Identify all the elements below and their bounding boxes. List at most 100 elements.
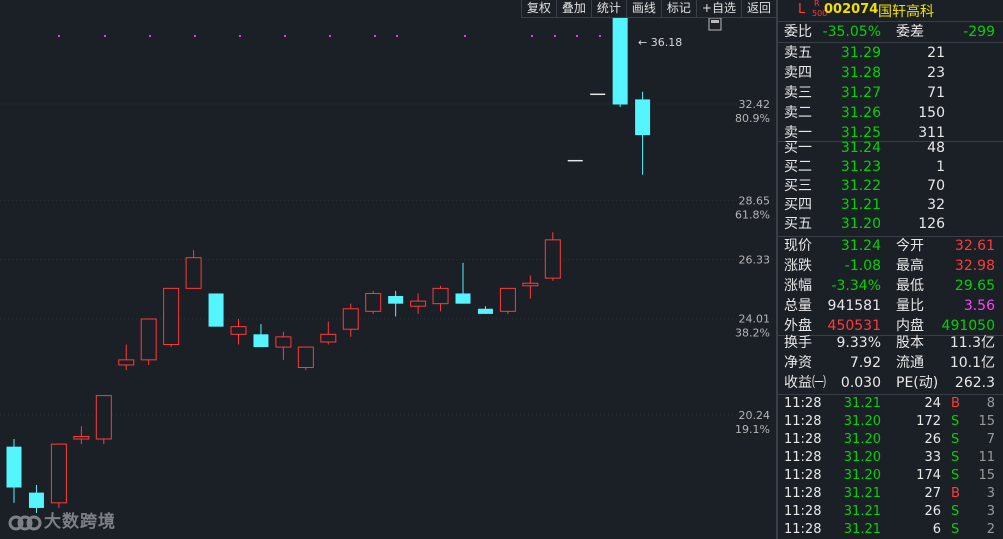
bid-volume: 32	[927, 197, 945, 213]
bid-level-label: 买五	[784, 216, 812, 232]
bid-row: 买五 31.20 126	[778, 214, 1003, 234]
stat-row: 现价 31.24 今开 32.61	[778, 236, 1003, 256]
watermark-logo-icon	[8, 515, 42, 531]
ask-price: 31.28	[840, 65, 881, 81]
tick-volume: 26	[924, 504, 941, 519]
kline-chart-panel[interactable]: 32.42 80.9% 28.65 61.8% 26.33 24.01 38.2% 20.24…	[0, 0, 776, 539]
percent-axis-label: 61.8%	[735, 208, 770, 221]
candle-body-up	[275, 336, 292, 348]
candle-body-down	[6, 446, 22, 488]
ask-price: 31.25	[840, 125, 881, 141]
signal-dot	[374, 35, 376, 37]
tick-side: S	[951, 468, 960, 483]
percent-axis-label: 19.1%	[735, 423, 770, 436]
watermark-text: 大数跨境	[44, 512, 116, 532]
bid-price: 31.24	[840, 140, 881, 156]
percent-axis-label: 38.2%	[735, 327, 770, 340]
weicha-value: -299	[963, 24, 995, 40]
toolbar-draw-line-button[interactable]: 画线	[625, 0, 661, 17]
signal-dot	[194, 35, 196, 37]
toolbar-fuquan-button[interactable]: 复权	[520, 0, 556, 17]
tick-volume: 24	[924, 396, 941, 411]
stat-label: 涨幅	[784, 278, 812, 294]
bid-volume: 1	[936, 159, 945, 175]
tick-price: 31.20	[843, 468, 881, 483]
stat-value-2: 491050	[941, 318, 995, 334]
stock-header[interactable]: L R 500 002074 国轩高科	[778, 0, 1003, 21]
toolbar-overlay-button[interactable]: 叠加	[555, 0, 591, 17]
tick-volume: 27	[924, 486, 941, 501]
fund-value-2: 10.1亿	[949, 355, 995, 371]
fund-label-2: 股本	[896, 335, 924, 351]
tick-count: 7	[986, 432, 995, 447]
tick-side: B	[951, 486, 960, 501]
tick-volume: 172	[916, 414, 941, 429]
fund-value: 9.33%	[836, 335, 881, 351]
stat-label-2: 最高	[896, 258, 924, 274]
stat-value: 31.24	[840, 238, 881, 254]
stat-row: 总量 941581 量比 3.56	[778, 296, 1003, 316]
tick-count: 11	[978, 450, 995, 465]
candle-body-up	[320, 333, 337, 343]
toolbar-stats-button[interactable]: 统计	[590, 0, 626, 17]
ask-row: 卖五 31.29 21	[778, 43, 1003, 63]
candle-body-up	[118, 359, 135, 366]
window-icon-bar	[711, 20, 719, 23]
chart-toolbar: 复权 叠加 统计 画线 标记 +自选 返回	[520, 0, 776, 18]
stat-row: 涨幅 -3.34% 最低 29.65	[778, 276, 1003, 296]
price-axis-label: 32.42	[739, 98, 771, 111]
price-axis-label: 20.24	[739, 409, 771, 422]
tick-volume: 26	[924, 432, 941, 447]
tick-price: 31.21	[843, 486, 881, 501]
stat-label: 涨跌	[784, 258, 812, 274]
panel-divider	[776, 0, 778, 539]
stock-name: 国轩高科	[878, 4, 934, 20]
ask-row: 卖四 31.28 23	[778, 63, 1003, 83]
candle-body-up	[432, 287, 449, 305]
tick-row: 11:28 31.21 24 B 8	[778, 395, 1003, 413]
ask-row: 卖三 31.27 71	[778, 83, 1003, 103]
toolbar-back-button[interactable]: 返回	[740, 0, 776, 17]
fund-label: 换手	[784, 335, 812, 351]
bid-row: 买三 31.22 70	[778, 176, 1003, 196]
candle-body-down	[28, 492, 44, 508]
toolbar-add-watchlist-button[interactable]: +自选	[695, 0, 741, 17]
tick-side: S	[951, 522, 960, 537]
stat-value: -3.34%	[831, 278, 881, 294]
webi-row: 委比 -35.05% 委差 -299	[778, 22, 1003, 42]
signal-dot	[239, 35, 241, 37]
tick-price: 31.20	[843, 432, 881, 447]
tick-row: 11:28 31.21 27 B 3	[778, 485, 1003, 503]
candle-body-up	[365, 292, 382, 312]
fund-value-2: 262.3	[954, 375, 995, 391]
tick-time: 11:28	[784, 486, 822, 501]
ask-volume: 21	[927, 45, 945, 61]
tick-time: 11:28	[784, 450, 822, 465]
high-price-marker: ← 36.18	[638, 36, 682, 49]
tick-volume: 6	[932, 522, 941, 537]
candle-body-down	[208, 293, 224, 327]
candle-body-down	[455, 293, 471, 304]
signal-dot	[329, 35, 331, 37]
index-badge: 500	[812, 9, 828, 18]
ask-row: 卖二 31.26 150	[778, 103, 1003, 123]
ask-volume: 150	[918, 105, 945, 121]
tick-row: 11:28 31.21 26 S 3	[778, 503, 1003, 521]
bid-price: 31.23	[840, 159, 881, 175]
stat-value-2: 32.98	[954, 258, 995, 274]
candle-body-up	[297, 346, 314, 369]
tick-volume: 174	[916, 468, 941, 483]
quote-panel: L R 500 002074 国轩高科 委比 -35.05% 委差 -299 卖…	[778, 0, 1003, 539]
tick-count: 2	[986, 522, 995, 537]
stat-label: 外盘	[784, 318, 812, 334]
price-axis-label: 28.65	[739, 194, 771, 207]
ask-level-label: 卖四	[784, 65, 812, 81]
fund-value: 0.030	[840, 375, 881, 391]
stat-value: -1.08	[844, 258, 881, 274]
ask-price: 31.27	[840, 85, 881, 101]
candle-body-up	[230, 326, 247, 335]
fundamental-row: 净资 7.92 流通 10.1亿	[778, 353, 1003, 373]
candle-body-up	[185, 257, 202, 289]
toolbar-mark-button[interactable]: 标记	[660, 0, 696, 17]
